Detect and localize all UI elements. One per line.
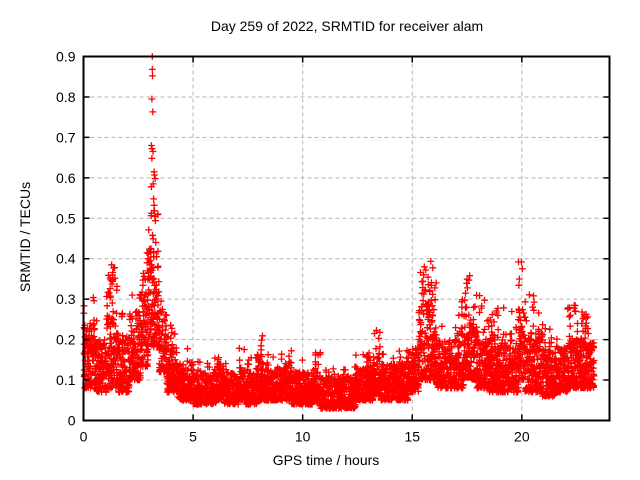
y-axis-label: SRMTID / TECUs: [17, 182, 33, 292]
tick-labels: 0 5 10 15 20 0 0.1 0.2 0.3 0.4 0.5 0.6 0.7 0.8 0.9: [56, 49, 530, 445]
x-axis-label: GPS time / hours: [273, 452, 380, 468]
y-tick-label: 0.2: [56, 332, 76, 348]
x-tick-label: 15: [404, 429, 420, 445]
plot-border: [82, 55, 611, 422]
y-tick-label: 0.5: [56, 210, 76, 226]
y-tick-label: 0.3: [56, 291, 76, 307]
chart-title: Day 259 of 2022, SRMTID for receiver ala…: [211, 18, 483, 34]
x-tick-label: 0: [80, 429, 88, 445]
y-tick-label: 0: [68, 413, 76, 429]
y-tick-label: 0.9: [56, 49, 76, 65]
y-tick-label: 0.8: [56, 89, 76, 105]
y-tick-label: 0.4: [56, 251, 76, 267]
y-tick-label: 0.6: [56, 170, 76, 186]
x-tick-label: 20: [514, 429, 530, 445]
y-tick-label: 0.1: [56, 372, 76, 388]
x-tick-label: 5: [189, 429, 197, 445]
data-points: [80, 53, 598, 412]
x-tick-label: 10: [295, 429, 311, 445]
y-tick-label: 0.7: [56, 129, 76, 145]
